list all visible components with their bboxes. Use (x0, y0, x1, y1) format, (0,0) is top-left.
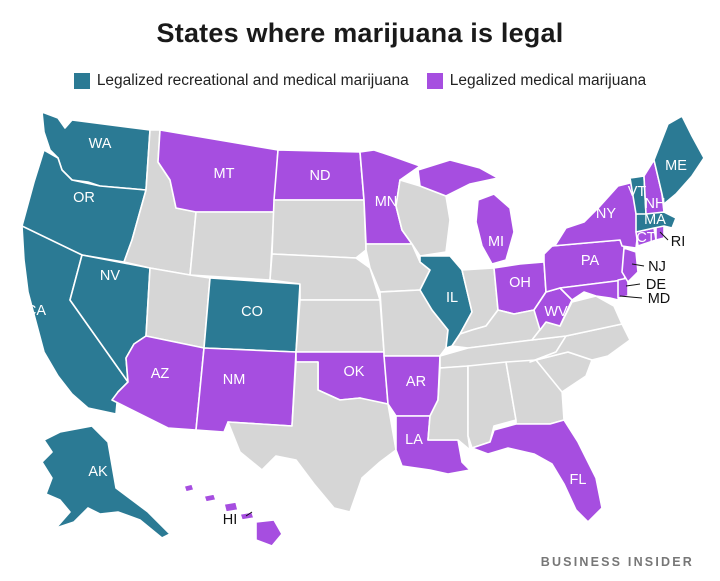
state-fl (471, 419, 603, 523)
label-pa: PA (581, 253, 600, 269)
label-ok: OK (344, 364, 365, 380)
label-nd: ND (310, 168, 331, 184)
label-vt: VT (628, 184, 647, 200)
legend-label-recreational: Legalized recreational and medical marij… (96, 72, 409, 89)
label-hi: HI (223, 512, 238, 528)
state-wy (189, 211, 275, 281)
state-hi-big-island (255, 519, 283, 547)
label-mi: MI (488, 234, 504, 250)
state-mi (475, 193, 515, 265)
legend-item-recreational: Legalized recreational and medical marij… (73, 72, 409, 90)
label-mn: MN (375, 194, 398, 210)
state-hi-island-3 (223, 501, 239, 513)
label-md: MD (648, 291, 671, 307)
label-mt: MT (214, 166, 235, 182)
source-credit: BUSINESS INSIDER (540, 555, 694, 569)
state-nm (195, 347, 297, 433)
leader-line-hi (245, 511, 253, 517)
label-ak: AK (88, 464, 108, 480)
label-il: IL (446, 290, 458, 306)
label-me: ME (665, 158, 687, 174)
label-ny: NY (596, 206, 616, 222)
leader-line-de (625, 283, 641, 287)
state-tx (227, 361, 397, 513)
label-az: AZ (151, 366, 170, 382)
label-nh: NH (645, 196, 666, 212)
label-fl: FL (570, 472, 587, 488)
state-ak (41, 425, 171, 539)
state-nc (529, 323, 631, 363)
leader-line-nj (631, 263, 645, 267)
leader-line-ri (659, 231, 669, 241)
state-ks (295, 299, 385, 353)
state-mi-upper (417, 159, 499, 197)
label-ma: MA (644, 212, 666, 228)
leader-line-md (619, 295, 643, 299)
label-ar: AR (406, 374, 426, 390)
legend-swatch-medical (426, 73, 443, 89)
label-wv: WV (544, 304, 568, 320)
label-la: LA (405, 432, 423, 448)
state-me (653, 115, 705, 205)
label-oh: OH (509, 275, 531, 291)
state-hi-island-1 (183, 483, 195, 493)
label-co: CO (241, 304, 263, 320)
legend-label-medical: Legalized medical marijuana (449, 72, 647, 89)
label-de: DE (646, 277, 666, 293)
state-hi-island-2 (203, 493, 217, 503)
map-title: States where marijuana is legal (156, 18, 564, 48)
legend: Legalized recreational and medical marij… (0, 72, 720, 90)
label-or: OR (73, 190, 95, 206)
label-nm: NM (223, 372, 246, 388)
label-ct: CT (636, 230, 655, 246)
legend-item-medical: Legalized medical marijuana (426, 72, 647, 90)
label-nj: NJ (648, 259, 666, 275)
leader-lines (245, 231, 669, 517)
label-ca: CA (26, 303, 46, 319)
state-de (617, 277, 629, 299)
state-ma (635, 211, 677, 233)
state-ut (145, 267, 211, 349)
state-nj (621, 247, 639, 283)
state-sd (271, 199, 367, 259)
legend-swatch-recreational (73, 73, 90, 89)
state-hi-island-4 (239, 511, 255, 521)
label-ri: RI (671, 234, 686, 250)
label-nv: NV (100, 268, 120, 284)
label-wa: WA (89, 136, 112, 152)
